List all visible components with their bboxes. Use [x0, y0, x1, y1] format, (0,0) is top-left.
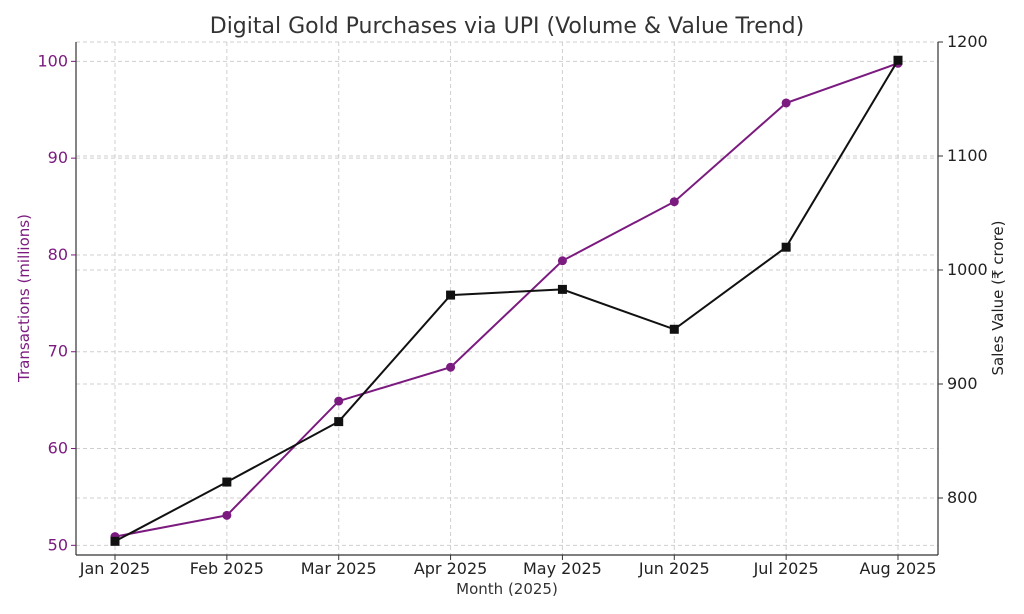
sales-value-point: [110, 536, 120, 546]
y-right-tick-label: 1000: [947, 260, 988, 279]
y-axis-right-label: Sales Value (₹ crore): [989, 221, 1007, 376]
y-right-tick-label: 1100: [947, 146, 988, 165]
x-tick-label: Aug 2025: [859, 559, 936, 578]
transactions-point: [222, 510, 232, 520]
grid: [76, 41, 938, 555]
y-left-tick-label: 100: [37, 51, 68, 70]
sales-value-point: [446, 290, 456, 300]
transactions-point: [446, 362, 456, 372]
axes: Jan 2025 Feb 2025 Mar 2025 Apr 2025 May 2025…: [37, 32, 987, 578]
chart-title: Digital Gold Purchases via UPI (Volume &…: [210, 14, 804, 39]
transactions-point: [669, 197, 679, 207]
y-axis-left-label: Transactions (millions): [15, 214, 33, 383]
y-left-tick-label: 60: [48, 439, 68, 458]
x-tick-label: Feb 2025: [190, 559, 264, 578]
x-tick-label: Jun 2025: [638, 559, 710, 578]
y-left-tick-label: 50: [48, 535, 68, 554]
x-tick-label: May 2025: [523, 559, 602, 578]
sales-value-line: [114, 59, 899, 543]
sales-value-point: [781, 242, 791, 252]
transactions-point: [781, 98, 791, 108]
x-axis-label: Month (2025): [456, 580, 558, 598]
y-right-tick-label: 900: [947, 374, 978, 393]
transactions-line: [114, 62, 899, 538]
y-left-tick-label: 80: [48, 245, 68, 264]
sales-value-point: [557, 284, 567, 294]
series-layer: [110, 55, 903, 546]
sales-value-point: [222, 477, 232, 487]
transactions-point: [557, 256, 567, 266]
sales-value-point: [334, 417, 344, 427]
sales-value-point: [893, 55, 903, 65]
y-left-tick-label: 90: [48, 148, 68, 167]
x-tick-label: Apr 2025: [414, 559, 487, 578]
transactions-point: [334, 396, 344, 406]
y-right-tick-label: 800: [947, 488, 978, 507]
y-right-tick-label: 1200: [947, 32, 988, 51]
x-tick-label: Mar 2025: [301, 559, 377, 578]
sales-value-point: [669, 324, 679, 334]
y-left-tick-label: 70: [48, 342, 68, 361]
x-tick-label: Jul 2025: [753, 559, 819, 578]
x-tick-label: Jan 2025: [79, 559, 150, 578]
